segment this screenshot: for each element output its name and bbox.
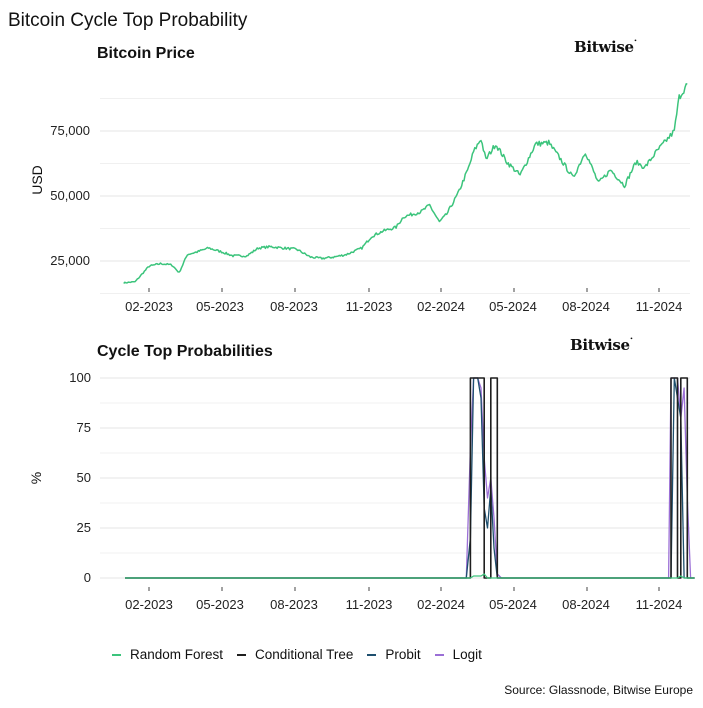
legend-item-probit: Probit [367,647,421,662]
prob-xtick: 08-2024 [562,597,610,612]
bitwise-logo-top: Bitwise• [574,38,637,56]
price-ytick: 75,000 [50,123,90,138]
price-xtick: 02-2024 [417,299,465,314]
prob-xtick: 11-2024 [635,597,683,612]
legend-label: Logit [452,647,482,662]
legend-item-conditional-tree: Conditional Tree [237,647,353,662]
legend: Random Forest Conditional Tree Probit Lo… [112,647,490,662]
price-xtick: 05-2023 [196,299,244,314]
price-xtick: 08-2023 [270,299,318,314]
price-xtick: 11-2023 [345,299,393,314]
bitwise-logo-bottom: Bitwise• [570,336,633,354]
prob-ytick: 100 [69,370,91,385]
prob-xtick: 02-2023 [125,597,173,612]
price-xtick: 05-2024 [489,299,537,314]
main-title: Bitcoin Cycle Top Probability [8,10,248,31]
prob-xtick: 05-2024 [489,597,537,612]
price-x-ticks [148,288,660,292]
source-note: Source: Glassnode, Bitwise Europe [504,683,693,697]
prob-ytick: 50 [76,470,91,485]
legend-swatch [434,653,444,656]
legend-swatch [112,653,121,656]
legend-swatch [367,653,377,656]
price-ytick: 25,000 [50,253,90,268]
prob-ytick: 75 [76,420,91,435]
price-panel-title: Bitcoin Price [97,45,195,62]
prob-xtick: 05-2023 [196,597,244,612]
price-xtick: 02-2023 [125,299,173,314]
prob-xtick: 11-2023 [345,597,393,612]
price-line [123,83,688,285]
brand-name: Bitwise [570,336,630,354]
prob-ytick: 25 [76,520,91,535]
price-ytick: 50,000 [50,188,90,203]
prob-panel-title: Cycle Top Probabilities [97,343,273,360]
brand-name: Bitwise [574,38,634,56]
prob-gridlines [100,377,690,579]
legend-item-random-forest: Random Forest [112,647,223,662]
prob-xtick: 08-2023 [270,597,318,612]
prob-ytick: 0 [83,570,91,585]
prob-x-ticks [148,587,660,591]
price-xtick: 08-2024 [562,299,610,314]
prob-xtick: 02-2024 [417,597,465,612]
legend-item-logit: Logit [434,647,482,662]
price-xtick: 11-2024 [635,299,683,314]
prob-lines [125,377,695,579]
legend-label: Probit [385,647,421,662]
legend-label: Conditional Tree [255,647,354,662]
legend-label: Random Forest [130,647,224,662]
legend-swatch [237,653,247,656]
price-gridlines [100,98,690,294]
